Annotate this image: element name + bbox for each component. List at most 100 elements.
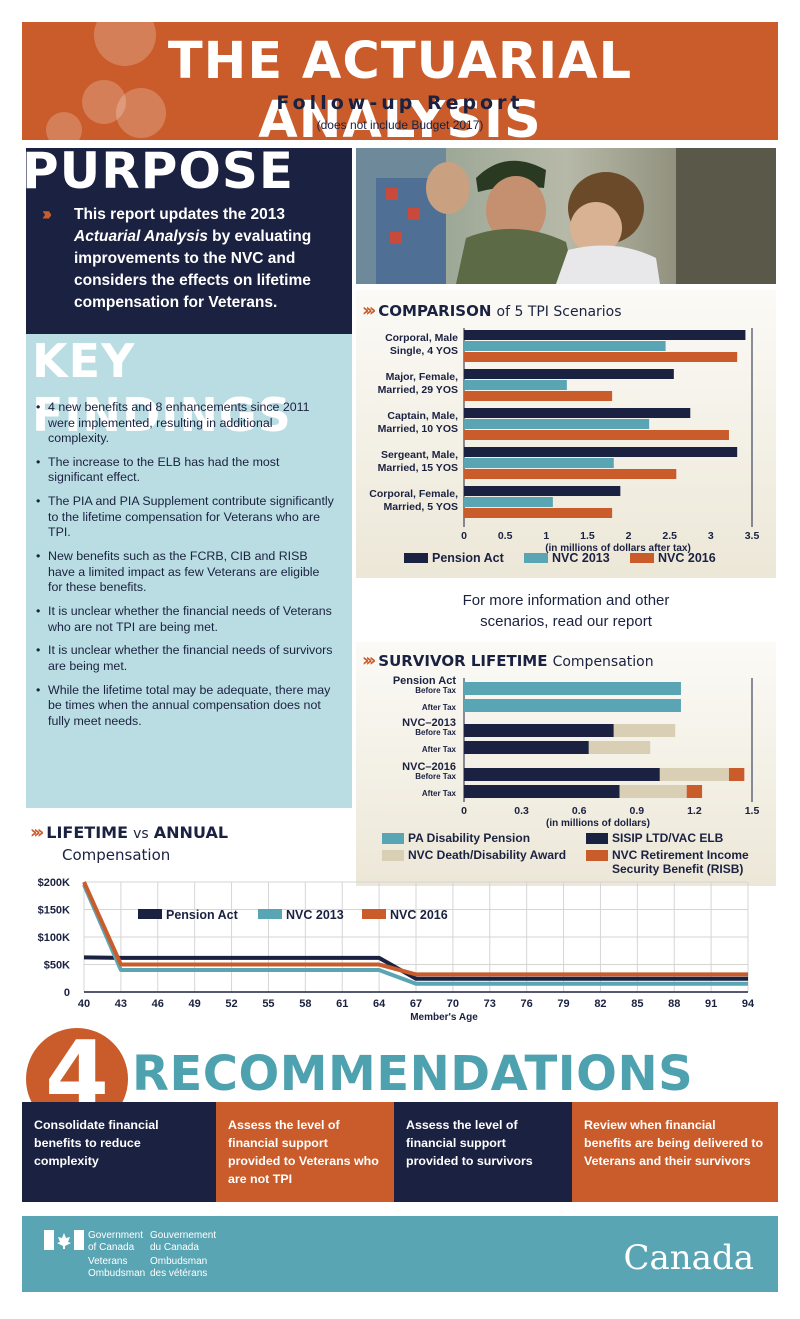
x-axis-label: Member's Age xyxy=(410,1012,478,1023)
category-label: Married, 10 YOS xyxy=(378,423,458,435)
key-findings-list: 4 new benefits and 8 enhancements since … xyxy=(36,400,336,738)
chart-title-vs: vs xyxy=(133,826,149,842)
bar xyxy=(464,508,613,518)
x-tick-label: 70 xyxy=(447,998,459,1010)
purpose-text-italic: Actuarial Analysis xyxy=(74,228,208,245)
x-tick-label: 0.9 xyxy=(629,805,644,817)
x-tick-label: 0.5 xyxy=(498,530,513,542)
x-tick-label: 1 xyxy=(543,530,549,542)
x-tick-label: 2 xyxy=(626,530,632,542)
purpose-text-part: This report updates the 2013 xyxy=(74,206,286,223)
lifetime-chart-panel: ››› LIFETIME vs ANNUAL Compensation 0 $50K… xyxy=(22,816,778,1030)
category-label: Married, 5 YOS xyxy=(383,501,458,513)
decorative-bubble xyxy=(82,80,126,124)
bar-segment xyxy=(464,724,614,737)
x-tick-label: 1.5 xyxy=(745,805,760,817)
recommendation-text: Consolidate financial benefits to reduce… xyxy=(34,1118,159,1168)
y-tick-label: $200K xyxy=(38,877,70,889)
x-tick-label: 1.5 xyxy=(580,530,595,542)
legend-label: NVC 2016 xyxy=(658,551,716,565)
lifetime-chart-title: ››› LIFETIME vs ANNUAL xyxy=(30,822,228,843)
x-tick-label: 0 xyxy=(461,805,467,817)
legend-label: NVC 2013 xyxy=(552,551,610,565)
bar xyxy=(464,380,567,390)
recommendation-text: Assess the level of financial support pr… xyxy=(228,1118,379,1186)
chart-title-bold: LIFETIME xyxy=(46,823,128,842)
bar-segment xyxy=(464,768,660,781)
row-label: After Tax xyxy=(422,789,457,798)
group-label: Pension Act xyxy=(393,675,456,687)
group-label: NVC–2013 xyxy=(402,717,456,729)
series-line xyxy=(83,955,748,981)
page-note: (does not include Budget 2017) xyxy=(316,118,484,132)
row-label: Before Tax xyxy=(415,728,456,737)
bar xyxy=(464,419,650,429)
series-line xyxy=(82,881,748,977)
bar-segment xyxy=(464,699,681,712)
x-axis-label: (in millions of dollars after tax) xyxy=(545,543,691,554)
x-tick-label: 46 xyxy=(152,998,164,1010)
chart-title-bold: ANNUAL xyxy=(153,823,229,842)
category-label: Corporal, Male xyxy=(385,332,458,344)
category-label: Corporal, Female, xyxy=(369,488,458,500)
legend-swatch xyxy=(586,850,608,861)
decorative-bubble xyxy=(46,112,82,140)
ombud-fr-label: Ombudsman des vétérans xyxy=(150,1256,208,1279)
bar xyxy=(464,447,738,457)
category-label: Captain, Male, xyxy=(387,410,458,422)
list-item: The PIA and PIA Supplement contribute si… xyxy=(36,494,336,541)
recommendation-card: Assess the level of financial support pr… xyxy=(394,1102,572,1202)
legend-swatch xyxy=(138,909,162,919)
x-tick-label: 61 xyxy=(336,998,348,1010)
x-tick-label: 67 xyxy=(410,998,422,1010)
legend-swatch xyxy=(362,909,386,919)
bar-segment xyxy=(464,682,681,695)
legend-label: Security Benefit (RISB) xyxy=(612,862,743,876)
row-label: Before Tax xyxy=(415,772,456,781)
list-item: The increase to the ELB has had the most… xyxy=(36,455,336,486)
legend-label: Pension Act xyxy=(432,551,505,565)
more-info-text: For more information and other scenarios… xyxy=(356,590,776,632)
page-subtitle: Follow-up Report xyxy=(276,92,524,114)
y-tick-label: $150K xyxy=(38,905,70,917)
bar xyxy=(464,469,677,479)
footer: Government of Canada Gouvernement du Can… xyxy=(22,1216,778,1292)
list-item: 4 new benefits and 8 enhancements since … xyxy=(36,400,336,447)
legend-label: NVC 2013 xyxy=(286,908,344,922)
x-tick-label: 64 xyxy=(373,998,386,1010)
x-tick-label: 0.3 xyxy=(514,805,529,817)
bar xyxy=(464,330,746,340)
decorative-bubble xyxy=(116,88,166,138)
x-tick-label: 52 xyxy=(225,998,237,1010)
x-tick-label: 3.5 xyxy=(745,530,760,542)
y-tick-label: $100K xyxy=(38,932,70,944)
bar xyxy=(464,341,666,351)
bar-segment xyxy=(464,785,620,798)
legend-label: NVC Retirement Income xyxy=(612,848,749,862)
bar-segment xyxy=(686,785,703,798)
recommendation-text: Review when financial benefits are being… xyxy=(584,1118,764,1168)
group-label: NVC–2016 xyxy=(402,761,456,773)
photo-illustration xyxy=(356,148,776,284)
x-axis-label: (in millions of dollars) xyxy=(546,818,650,829)
x-tick-label: 3 xyxy=(708,530,714,542)
x-tick-label: 79 xyxy=(557,998,569,1010)
x-tick-label: 2.5 xyxy=(662,530,677,542)
legend-swatch xyxy=(524,553,548,563)
gov-fr-label: Gouvernement du Canada xyxy=(150,1230,217,1253)
y-tick-label: $50K xyxy=(44,960,70,972)
chart-title-normal: of 5 TPI Scenarios xyxy=(496,304,622,320)
purpose-text-part: by evaluating improvements to the NVC an… xyxy=(74,228,312,311)
legend-label: PA Disability Pension xyxy=(408,831,530,845)
legend-swatch xyxy=(630,553,654,563)
recommendations-heading: RECOMMENDATIONS xyxy=(132,1046,694,1102)
x-tick-label: 88 xyxy=(668,998,680,1010)
x-tick-label: 91 xyxy=(705,998,717,1010)
chart-title-bold: SURVIVOR LIFETIME xyxy=(378,652,548,670)
bar-segment xyxy=(728,768,745,781)
survivor-chart-panel: ››› SURVIVOR LIFETIME Compensation Before… xyxy=(356,642,776,886)
recommendation-card: Consolidate financial benefits to reduce… xyxy=(22,1102,216,1202)
category-label: Sergeant, Male, xyxy=(381,449,458,461)
legend-label: Pension Act xyxy=(166,908,239,922)
